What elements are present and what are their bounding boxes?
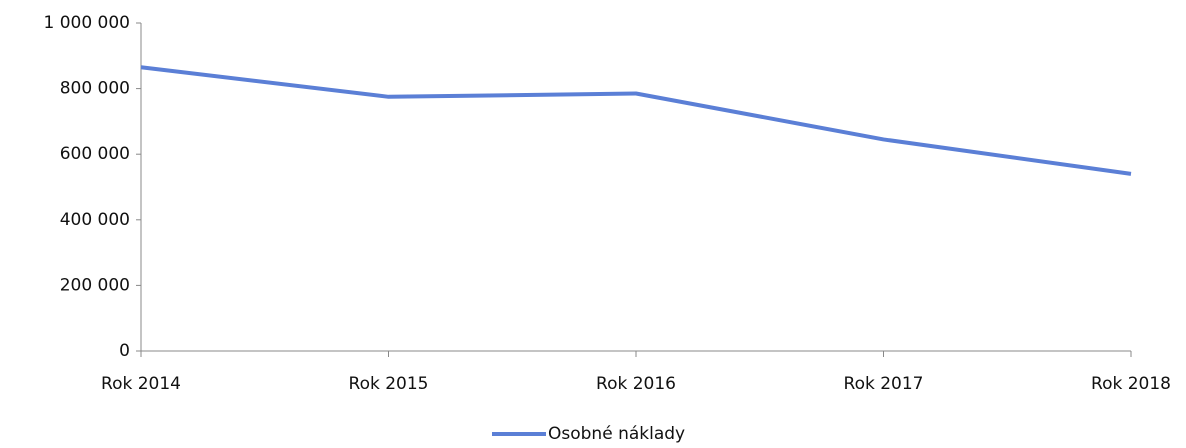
x-tick-label: Rok 2014	[101, 374, 181, 394]
line-series	[140, 65, 1132, 176]
y-tick-label: 200 000	[60, 275, 130, 295]
y-tick-label: 1 000 000	[43, 13, 130, 33]
y-tick-label: 400 000	[60, 210, 130, 230]
x-tick-label: Rok 2017	[844, 374, 924, 394]
y-tick-label: 0	[119, 341, 130, 361]
legend-label: Osobné náklady	[548, 424, 685, 444]
y-tick-label: 800 000	[60, 79, 130, 99]
x-tick-label: Rok 2015	[349, 374, 429, 394]
y-tick-label: 600 000	[60, 144, 130, 164]
x-tick-label: Rok 2016	[596, 374, 676, 394]
x-tick-label: Rok 2018	[1091, 374, 1171, 394]
